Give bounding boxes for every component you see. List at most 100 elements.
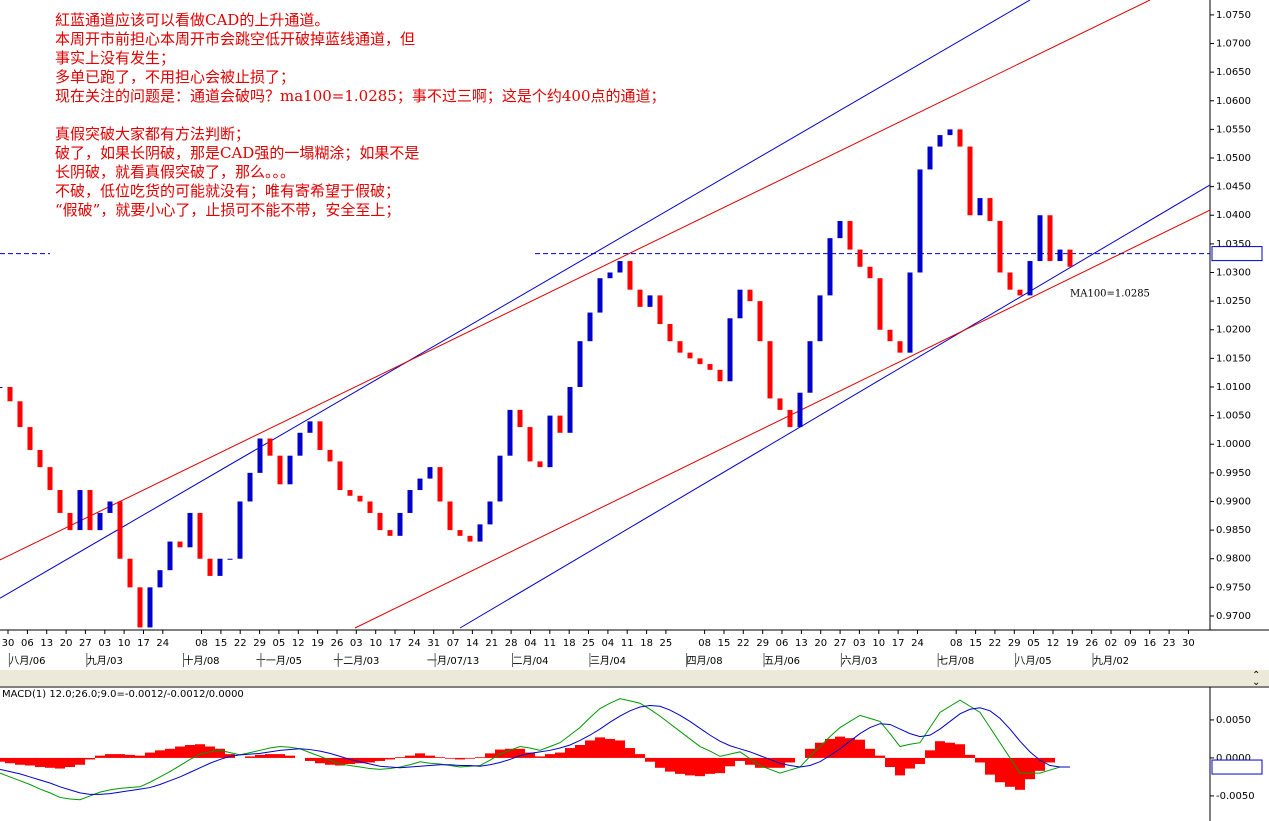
histogram-bar [105,754,115,758]
x-tick-label: 29 [253,638,266,649]
annotation: 真假突破大家都有方法判断； [55,125,250,143]
histogram-bar [755,757,765,768]
candle [607,272,613,279]
x-tick-label: 16 [1143,638,1156,649]
candle [287,455,293,485]
x-tick-label: 12 [1047,638,1060,649]
month-label: 十二月/03 [333,654,379,667]
candle [267,438,273,456]
month-label: 八月/05 [1016,655,1052,667]
x-tick-label: 17 [137,638,150,649]
channel-line [0,0,1151,561]
candle [867,266,873,279]
candle [687,352,693,359]
histogram-bar [1025,757,1035,780]
month-label: 九月/02 [1093,655,1129,667]
price-panel [0,0,1210,629]
candle [7,386,13,402]
candle [227,558,233,560]
x-tick-label: 28 [505,638,518,649]
histogram-bar [735,757,745,761]
histogram-bar [545,754,555,758]
y-tick-label: 1.0500 [1216,153,1251,164]
histogram-bar [995,757,1005,783]
candle [877,278,883,330]
channel-line [0,0,1031,599]
x-tick-label: 03 [350,638,363,649]
candle [657,295,663,325]
candle [857,249,863,267]
candle [0,386,3,388]
candle [487,501,493,525]
ma100-label: MA100=1.0285 [1070,289,1150,300]
histogram-bar [555,752,565,758]
candle [327,449,333,462]
candle [577,341,583,387]
histogram-bar [945,742,955,758]
x-tick-label: 26 [1085,638,1098,649]
candle [737,289,743,319]
histogram-bar [955,744,965,758]
histogram-bar [1045,757,1055,763]
candle [127,558,133,588]
candle [1017,289,1023,296]
annotation: 破了，如果长阴破，那是CAD强的一塌糊涂；如果不是 [55,144,419,162]
y-tick-label: 1.0700 [1216,39,1251,50]
scroll-arrow: ⌄ [1252,677,1260,688]
scroll-arrow: ⌃ [1252,670,1260,681]
histogram-bar [35,757,45,768]
x-tick-label: 25 [582,638,595,649]
y-tick-label: 0.9750 [1216,582,1251,593]
histogram-bar [815,742,825,758]
candle [77,490,83,531]
histogram-bar [965,754,975,758]
histogram-bar [655,757,665,768]
candle [417,478,423,491]
histogram-bar [615,740,625,758]
month-label: 十月/08 [183,654,219,667]
candle [367,501,373,513]
histogram-bar [645,757,655,762]
histogram-bar [985,757,995,775]
candle [957,129,963,147]
x-tick-label: 07 [447,638,460,649]
candle [547,415,553,468]
y-tick-label: 0.0050 [1216,715,1251,726]
candle [667,324,673,342]
histogram-bar [925,750,935,758]
candle [497,455,503,502]
histogram-bar [115,754,125,758]
y-tick-label: 1.0450 [1216,182,1251,193]
candle [797,392,803,428]
candle [47,467,53,491]
candle [257,438,263,473]
histogram-bar [345,757,355,764]
histogram-bar [25,757,35,766]
x-tick-label: 08 [195,638,208,649]
candle [597,278,603,313]
histogram-bar [895,757,905,776]
x-tick-label: 27 [834,638,847,649]
histogram-bar [1015,757,1025,790]
x-tick-label: 29 [756,638,769,649]
y-tick-label: -0.0050 [1216,791,1255,802]
x-tick-label: 24 [156,638,169,649]
candle [807,341,813,393]
candle [757,301,763,342]
histogram-bar [625,748,635,758]
candle [177,541,183,548]
y-tick-label: 1.0300 [1216,267,1251,278]
x-tick-label: 14 [466,638,479,649]
candle [627,261,633,290]
candle [917,169,923,273]
y-tick-label: 1.0100 [1216,382,1251,393]
histogram-bar [1035,757,1045,771]
candle [467,535,473,542]
candle [307,421,313,433]
histogram-bar [855,739,865,758]
histogram-bar [595,737,605,758]
histogram-bar [5,757,15,764]
candle [537,461,543,468]
x-tick-label: 15 [215,638,228,649]
